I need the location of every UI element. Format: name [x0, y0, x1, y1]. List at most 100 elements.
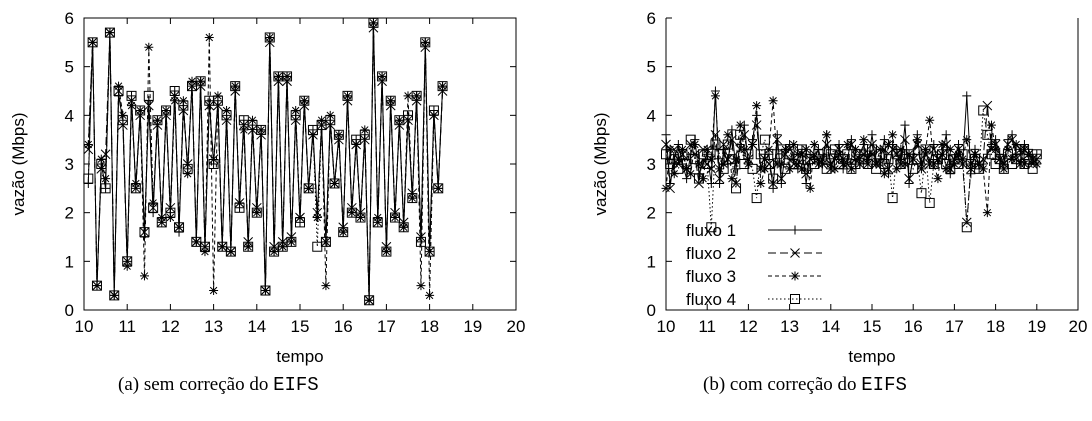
data-point	[256, 125, 266, 135]
x-tick-label: 10	[75, 317, 94, 336]
caption-b-prefix: (b) com correção do	[703, 374, 862, 395]
data-point	[411, 90, 422, 101]
data-point	[372, 217, 383, 228]
series-4	[661, 105, 1042, 233]
data-point	[342, 90, 353, 101]
data-point	[333, 129, 344, 140]
data-point	[364, 295, 375, 306]
legend-marker	[790, 225, 800, 235]
y-axis-label: vazão (Mbps)	[9, 113, 28, 216]
data-point	[161, 105, 172, 116]
data-point	[908, 163, 919, 174]
data-point	[368, 17, 379, 28]
legend-label: fluxo 1	[686, 221, 736, 240]
data-point	[751, 193, 762, 204]
data-point	[937, 149, 948, 160]
data-point	[821, 139, 832, 150]
data-point	[727, 174, 737, 184]
data-point	[1031, 149, 1042, 160]
data-point	[416, 281, 426, 291]
x-tick-label: 11	[698, 317, 716, 336]
x-tick-label: 13	[780, 317, 799, 336]
data-point	[1007, 134, 1017, 145]
data-point	[928, 144, 939, 155]
data-point	[113, 86, 124, 96]
data-point	[425, 290, 435, 300]
data-point	[230, 81, 240, 91]
data-point	[126, 90, 137, 101]
data-point	[970, 154, 980, 165]
data-point	[364, 295, 374, 305]
data-point	[912, 154, 923, 165]
data-point	[693, 173, 704, 184]
data-point	[686, 169, 696, 179]
data-point	[661, 183, 671, 193]
data-point	[722, 139, 733, 150]
data-point	[954, 140, 964, 150]
data-point	[135, 105, 145, 115]
data-point	[776, 178, 786, 188]
data-point	[715, 178, 725, 188]
data-point	[264, 32, 275, 43]
data-point	[710, 91, 720, 101]
data-point	[986, 120, 996, 130]
data-point	[338, 227, 349, 238]
data-point	[929, 140, 939, 150]
data-point	[888, 130, 898, 140]
data-point	[821, 163, 832, 174]
data-point	[105, 28, 115, 38]
data-point	[796, 144, 807, 155]
data-point	[887, 193, 898, 204]
y-tick-label: 4	[65, 106, 74, 125]
y-tick-label: 3	[647, 155, 656, 174]
y-axis-label: vazão (Mbps)	[591, 113, 610, 216]
data-point	[321, 281, 331, 291]
data-point	[170, 96, 180, 106]
data-point	[282, 71, 293, 82]
data-point	[143, 90, 154, 101]
data-point	[100, 183, 111, 194]
series-line	[87, 22, 444, 301]
data-point	[372, 217, 383, 228]
data-point	[87, 37, 98, 48]
data-point	[978, 105, 989, 116]
data-point	[330, 178, 340, 188]
data-point	[718, 163, 729, 174]
data-point	[304, 183, 314, 193]
data-point	[381, 246, 392, 257]
data-point	[265, 32, 275, 42]
series-line	[87, 22, 444, 301]
data-point	[677, 149, 688, 160]
data-point	[83, 140, 93, 150]
data-point	[925, 115, 935, 125]
data-point	[710, 139, 721, 150]
data-point	[165, 207, 176, 218]
x-tick-label: 18	[420, 317, 439, 336]
data-point	[260, 286, 270, 296]
legend-label: fluxo 2	[686, 244, 736, 263]
data-point	[217, 242, 227, 252]
data-point	[325, 115, 336, 126]
x-tick-label: 14	[247, 317, 266, 336]
data-point	[407, 193, 418, 204]
data-point	[661, 139, 671, 150]
data-point	[682, 174, 692, 184]
data-point	[148, 202, 159, 213]
data-point	[879, 169, 889, 179]
x-tick-label: 15	[291, 317, 310, 336]
x-tick-label: 11	[118, 317, 136, 336]
data-point	[900, 134, 910, 145]
data-point	[234, 202, 245, 213]
data-point	[904, 173, 914, 184]
x-tick-label: 17	[945, 317, 964, 336]
data-point	[945, 144, 955, 154]
data-point	[900, 120, 910, 130]
data-point	[196, 76, 206, 86]
data-point	[714, 173, 725, 184]
data-point	[338, 227, 348, 237]
data-point	[424, 246, 435, 257]
data-point	[101, 174, 111, 184]
y-tick-label: 1	[65, 252, 74, 271]
y-tick-label: 2	[65, 204, 74, 223]
data-point	[122, 256, 133, 267]
